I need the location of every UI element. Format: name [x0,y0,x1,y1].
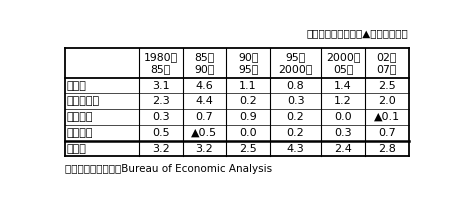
Text: 日　本: 日 本 [67,81,86,91]
Text: ▲0.1: ▲0.1 [373,112,399,122]
Text: ▲0.5: ▲0.5 [191,128,217,138]
Text: 1.2: 1.2 [333,96,351,106]
Text: 3.1: 3.1 [151,81,169,91]
Text: 米　国: 米 国 [67,144,86,154]
Text: 3.2: 3.2 [151,144,169,154]
Text: 0.8: 0.8 [286,81,304,91]
Text: 0.7: 0.7 [195,112,213,122]
Text: 2.5: 2.5 [239,144,257,154]
Text: 公　需: 公 需 [67,112,93,122]
Text: 2.0: 2.0 [377,96,395,106]
Text: 0.2: 0.2 [239,96,257,106]
Text: 85～
90年: 85～ 90年 [194,52,214,74]
Text: 2.3: 2.3 [151,96,169,106]
Text: 3.2: 3.2 [195,144,213,154]
Text: （出所）内閣府、米Bureau of Economic Analysis: （出所）内閣府、米Bureau of Economic Analysis [64,164,271,174]
Text: 0.5: 0.5 [151,128,169,138]
Text: 02～
07年: 02～ 07年 [376,52,396,74]
Text: 2.8: 2.8 [377,144,395,154]
Text: 4.6: 4.6 [195,81,213,91]
Text: 4.3: 4.3 [286,144,304,154]
Text: 0.3: 0.3 [151,112,169,122]
Text: 2.5: 2.5 [377,81,395,91]
Text: 0.0: 0.0 [239,128,257,138]
Text: 90～
95年: 90～ 95年 [237,52,258,74]
Text: 4.4: 4.4 [195,96,213,106]
Text: 0.7: 0.7 [377,128,395,138]
Text: 0.2: 0.2 [286,128,304,138]
Text: 0.9: 0.9 [239,112,257,122]
Text: 0.3: 0.3 [286,96,304,106]
Text: （単位は％／年。　▲はマイナス）: （単位は％／年。 ▲はマイナス） [306,29,408,39]
Text: 2000～
05年: 2000～ 05年 [325,52,359,74]
Text: 2.4: 2.4 [333,144,351,154]
Text: 1.4: 1.4 [333,81,351,91]
Text: 95～
2000年: 95～ 2000年 [278,52,312,74]
Text: 0.3: 0.3 [334,128,351,138]
Text: 純輸出: 純輸出 [67,128,93,138]
Text: 0.2: 0.2 [286,112,304,122]
Text: うち民需: うち民需 [67,96,100,106]
Text: 0.0: 0.0 [334,112,351,122]
Text: 1980～
85年: 1980～ 85年 [143,52,177,74]
Text: 1.1: 1.1 [239,81,257,91]
